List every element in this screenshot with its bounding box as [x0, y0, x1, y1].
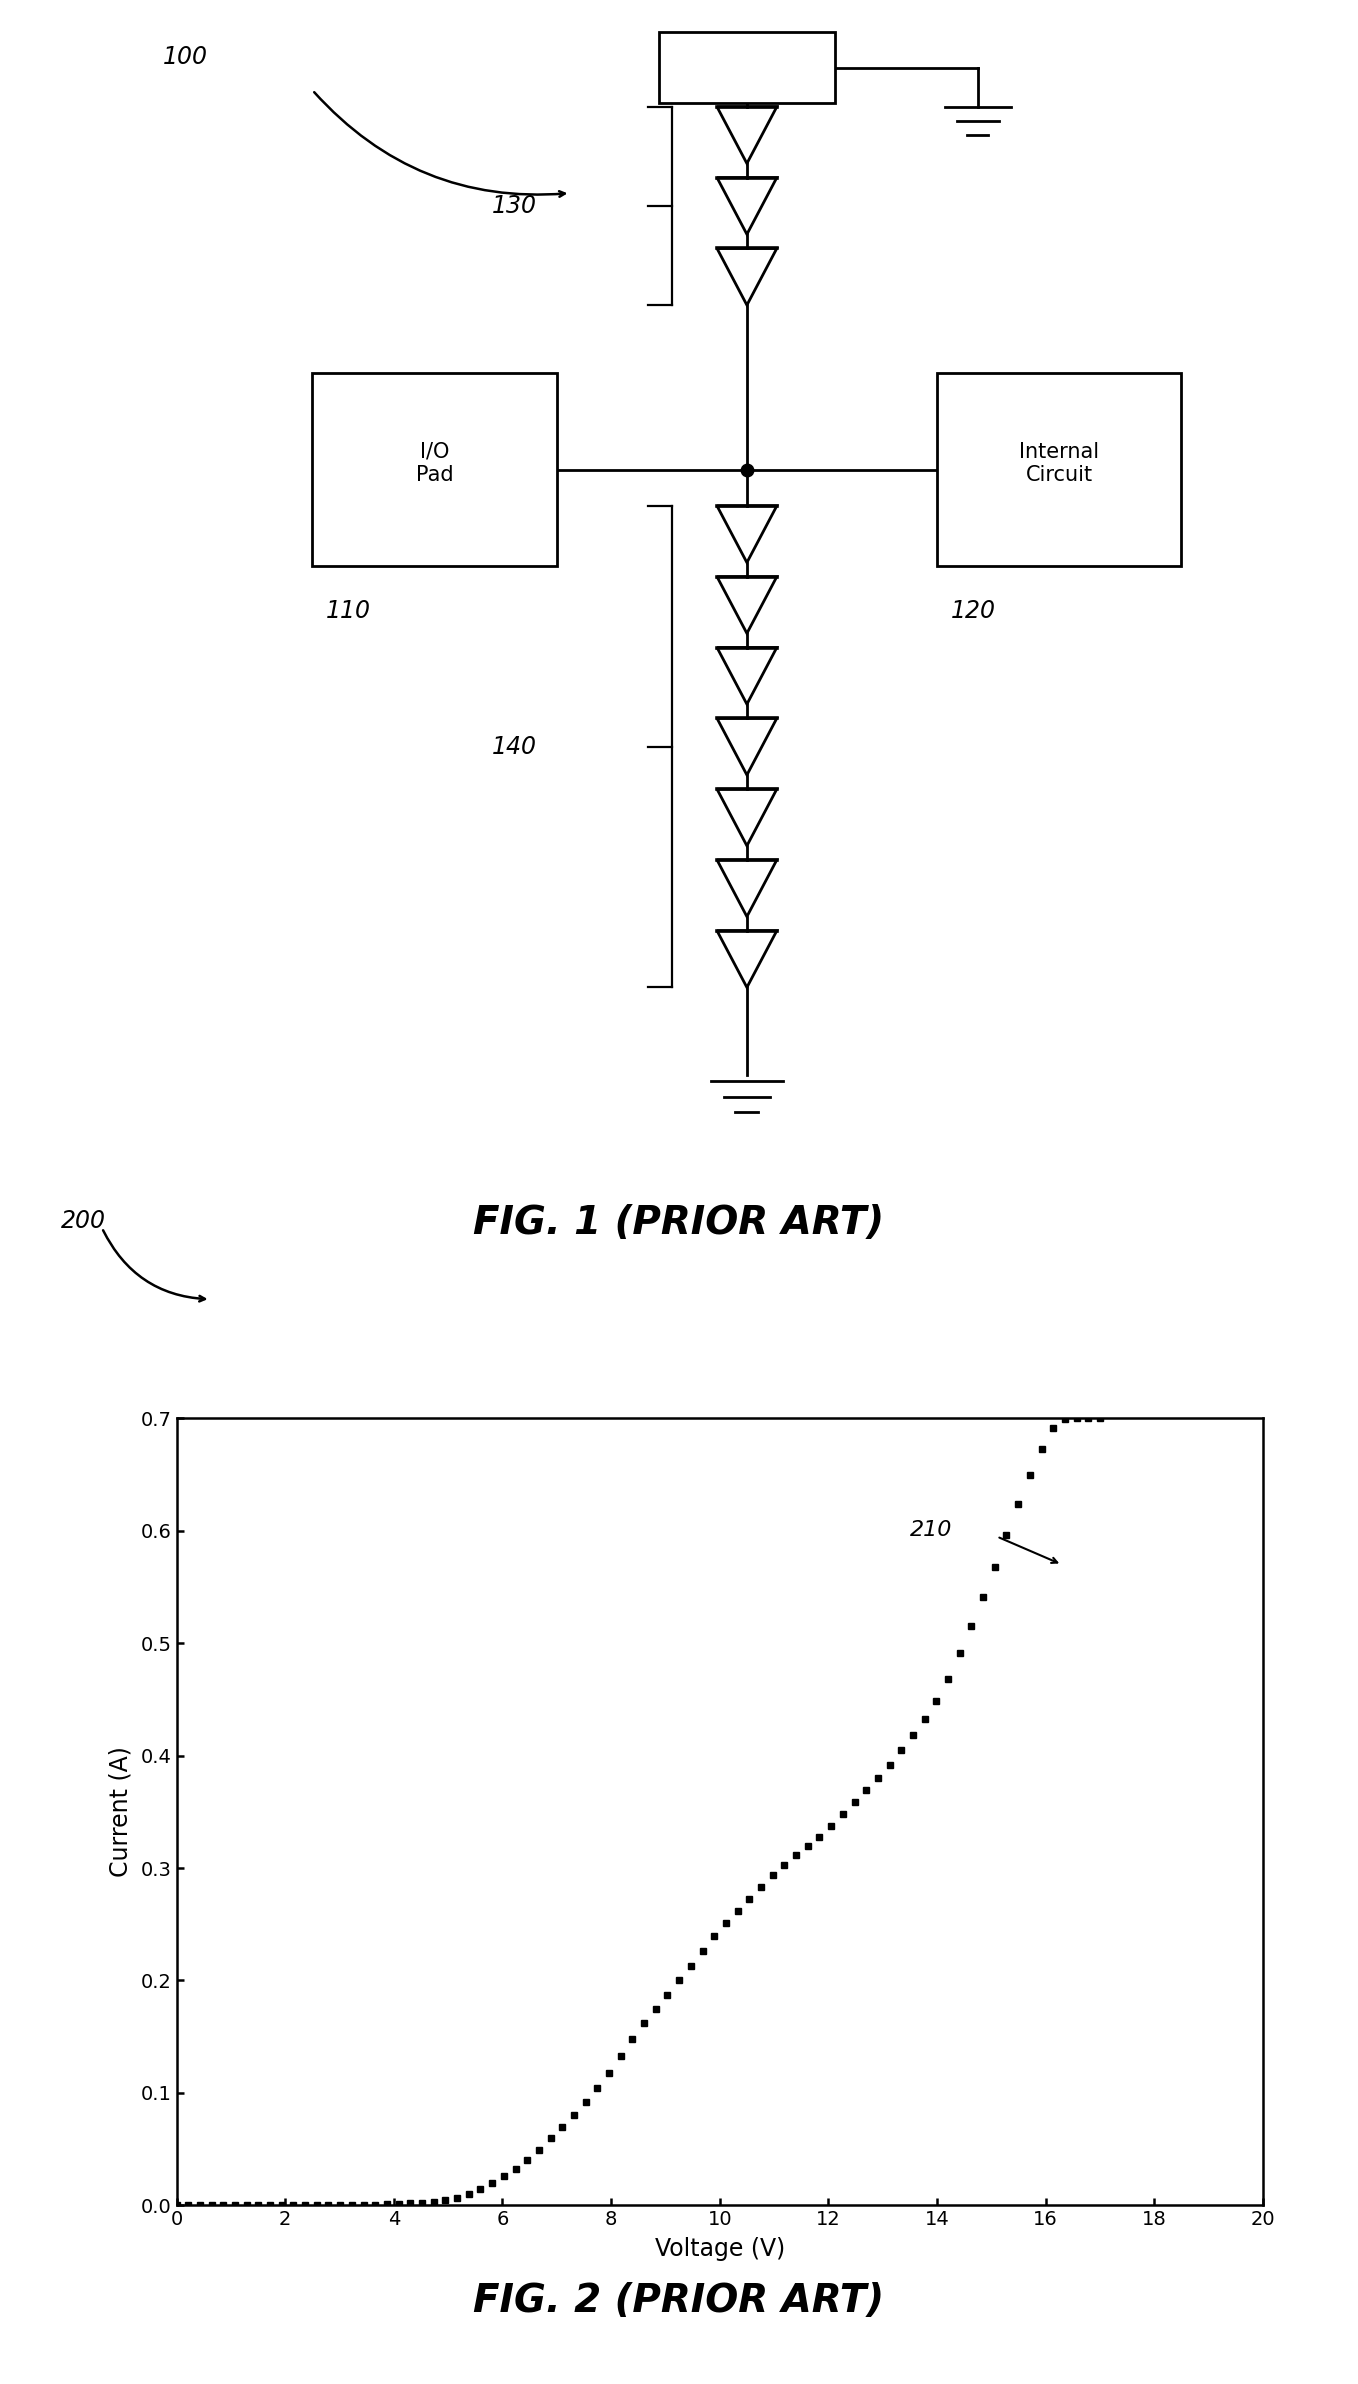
Text: 100: 100 — [163, 45, 208, 69]
Text: 200: 200 — [61, 1209, 106, 1233]
X-axis label: Voltage (V): Voltage (V) — [655, 2239, 785, 2262]
Text: 110: 110 — [326, 598, 371, 622]
Text: 140: 140 — [492, 734, 536, 758]
Text: FIG. 2 (PRIOR ART): FIG. 2 (PRIOR ART) — [474, 2281, 884, 2320]
Bar — [659, 33, 835, 103]
Text: 210: 210 — [910, 1521, 952, 1540]
Text: FIG. 1 (PRIOR ART): FIG. 1 (PRIOR ART) — [474, 1204, 884, 1242]
Text: I/O
Pad: I/O Pad — [416, 441, 454, 484]
Text: 130: 130 — [492, 193, 536, 217]
Text: Internal
Circuit: Internal Circuit — [1018, 441, 1100, 484]
Y-axis label: Current (A): Current (A) — [109, 1747, 132, 1876]
Text: 120: 120 — [951, 598, 995, 622]
Bar — [312, 374, 557, 567]
Bar — [937, 374, 1181, 567]
